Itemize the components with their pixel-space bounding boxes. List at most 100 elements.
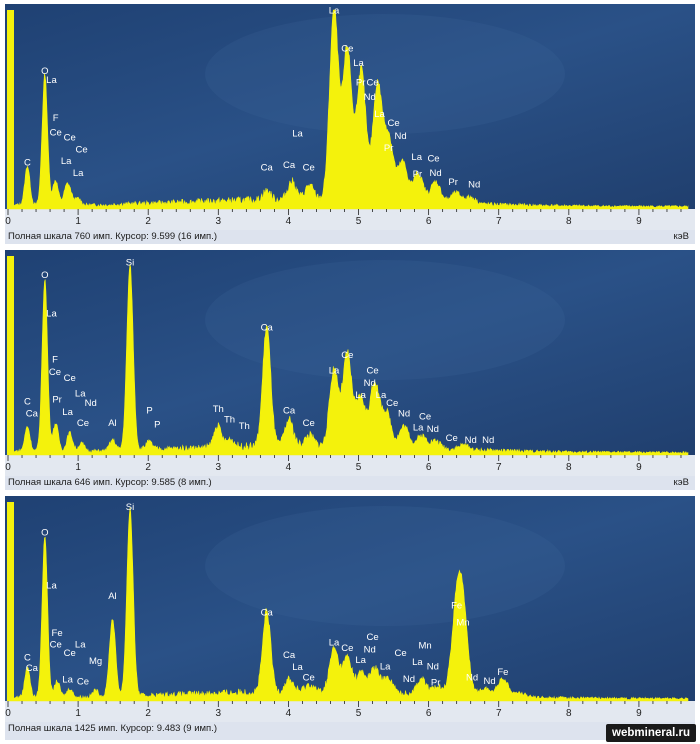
peak-label: Ce xyxy=(303,163,315,174)
peak-label: La xyxy=(380,661,391,672)
peak-label: Pr xyxy=(448,177,458,188)
tick-label: 6 xyxy=(426,216,432,227)
peak-label: La xyxy=(73,168,84,179)
peak-label: P xyxy=(146,405,152,416)
peak-label: Th xyxy=(213,404,224,415)
background-swirl xyxy=(205,506,565,626)
peak-label: La xyxy=(75,640,86,651)
tick-label: 5 xyxy=(356,216,362,227)
peak-label: Ca xyxy=(283,405,296,416)
peak-label: Th xyxy=(239,421,250,432)
peak-label: Mn xyxy=(419,640,432,651)
peak-label: La xyxy=(46,75,57,86)
tick-label: 8 xyxy=(566,708,572,719)
peak-label: Fe xyxy=(451,601,462,612)
peak-label: Nd xyxy=(482,435,494,446)
peak-label: La xyxy=(292,662,303,673)
x-axis: 0 1 2 3 4 5 6 7 8 9 xyxy=(5,209,682,227)
peak-label: La xyxy=(413,422,424,433)
peak-label: La xyxy=(374,109,385,120)
tick-label: 4 xyxy=(286,708,292,719)
tick-label: 8 xyxy=(566,216,572,227)
tick-label: 8 xyxy=(566,462,572,473)
peak-label: La xyxy=(329,638,340,649)
tick-label: 1 xyxy=(75,708,81,719)
peak-label: Ce xyxy=(366,78,378,89)
peak-label: Ce xyxy=(386,398,398,409)
zero-peak xyxy=(7,502,14,701)
peak-label: Ce xyxy=(76,144,88,155)
tick-label: 5 xyxy=(356,462,362,473)
peak-label: Pr xyxy=(52,395,62,406)
peak-label: Mg xyxy=(89,656,102,667)
peak-label: Nd xyxy=(430,168,442,179)
peak-label: Ce xyxy=(49,367,61,378)
peak-label: Mn xyxy=(456,617,469,628)
peak-label: Nd xyxy=(364,645,376,656)
tick-label: 2 xyxy=(145,708,151,719)
peak-label: Si xyxy=(126,502,134,513)
status-bar-3: Полная шкала 1425 имп. Курсор: 9.483 (9 … xyxy=(5,722,695,736)
watermark: webmineral.ru xyxy=(606,724,696,742)
tick-label: 2 xyxy=(145,462,151,473)
peak-label: Nd xyxy=(466,673,478,684)
peak-label: Ca xyxy=(283,160,296,171)
peak-label: Ce xyxy=(419,412,431,423)
peak-label: F xyxy=(52,355,58,366)
peak-label: Pr xyxy=(384,143,394,154)
axis-strip xyxy=(5,701,695,722)
status-bar-1: Полная шкала 760 имп. Курсор: 9.599 (16 … xyxy=(5,230,695,244)
peak-label: Al xyxy=(108,418,116,429)
peak-label: Nd xyxy=(427,424,439,435)
peak-label: Pr xyxy=(413,169,423,180)
peak-label: Fe xyxy=(497,667,508,678)
peak-label: Ce xyxy=(303,418,315,429)
axis-strip xyxy=(5,455,695,476)
tick-label: 4 xyxy=(286,462,292,473)
peak-label: Nd xyxy=(394,131,406,142)
peak-label: Si xyxy=(126,258,134,269)
status-text-1: Полная шкала 760 имп. Курсор: 9.599 (16 … xyxy=(8,231,217,242)
tick-label: 5 xyxy=(356,708,362,719)
peak-label: Ce xyxy=(64,133,76,144)
peak-label: La xyxy=(62,407,73,418)
tick-label: 9 xyxy=(636,216,642,227)
peak-label: Ce xyxy=(394,648,406,659)
peak-label: La xyxy=(46,580,57,591)
peak-label: Ca xyxy=(261,322,274,333)
peak-label: O xyxy=(41,270,48,281)
background-swirl xyxy=(205,260,565,380)
peak-label: Nd xyxy=(85,398,97,409)
peak-label: Ce xyxy=(303,673,315,684)
x-axis: 0 1 2 3 4 5 6 7 8 9 xyxy=(5,701,682,719)
peak-label: Ca xyxy=(26,409,39,420)
peak-label: La xyxy=(411,152,422,163)
tick-label: 0 xyxy=(5,216,11,227)
peak-label: Ce xyxy=(387,118,399,129)
peak-label: Ce xyxy=(366,365,378,376)
axis-strip xyxy=(5,209,695,230)
peak-label: F xyxy=(53,113,59,124)
tick-label: 7 xyxy=(496,462,502,473)
peak-label: Ce xyxy=(77,677,89,688)
status-text-2: Полная шкала 646 имп. Курсор: 9.585 (8 и… xyxy=(8,477,212,488)
peak-label: La xyxy=(292,129,303,140)
tick-label: 9 xyxy=(636,708,642,719)
peak-label: C xyxy=(24,396,31,407)
status-text-3: Полная шкала 1425 имп. Курсор: 9.483 (9 … xyxy=(8,723,217,734)
tick-label: 3 xyxy=(216,216,222,227)
peak-label: Nd xyxy=(364,92,376,103)
unit-label-2: кэВ xyxy=(673,477,689,488)
peak-label: Ce xyxy=(64,373,76,384)
tick-label: 0 xyxy=(5,708,11,719)
peak-label: Al xyxy=(108,591,116,602)
peak-label: Pr xyxy=(431,677,441,688)
peak-label: Ca xyxy=(283,650,296,661)
tick-label: 1 xyxy=(75,462,81,473)
